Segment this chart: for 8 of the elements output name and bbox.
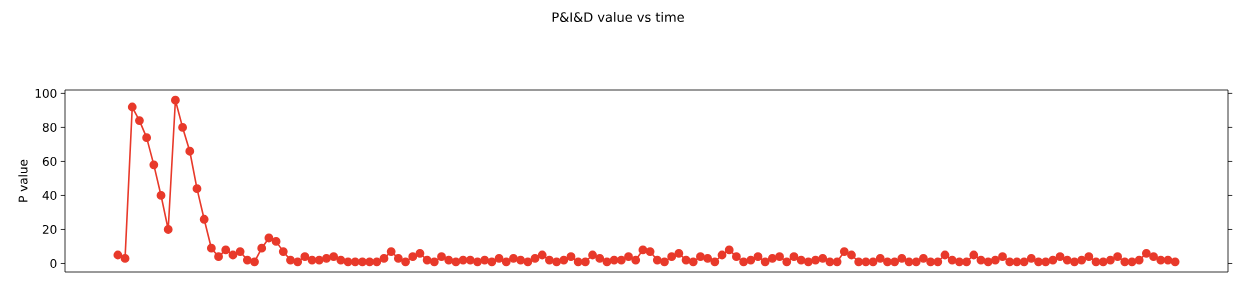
y-tick-label: 40 bbox=[42, 190, 57, 200]
y-tick-label: 100 bbox=[35, 88, 57, 98]
y-tick-label: 20 bbox=[42, 224, 57, 234]
y-tick-label: 80 bbox=[42, 122, 57, 132]
y-tick-label: 60 bbox=[42, 156, 57, 166]
y-tick-label: 0 bbox=[50, 258, 57, 269]
chart-title: P&I&D value vs time bbox=[552, 11, 684, 23]
y-axis-title: P value bbox=[18, 159, 28, 202]
